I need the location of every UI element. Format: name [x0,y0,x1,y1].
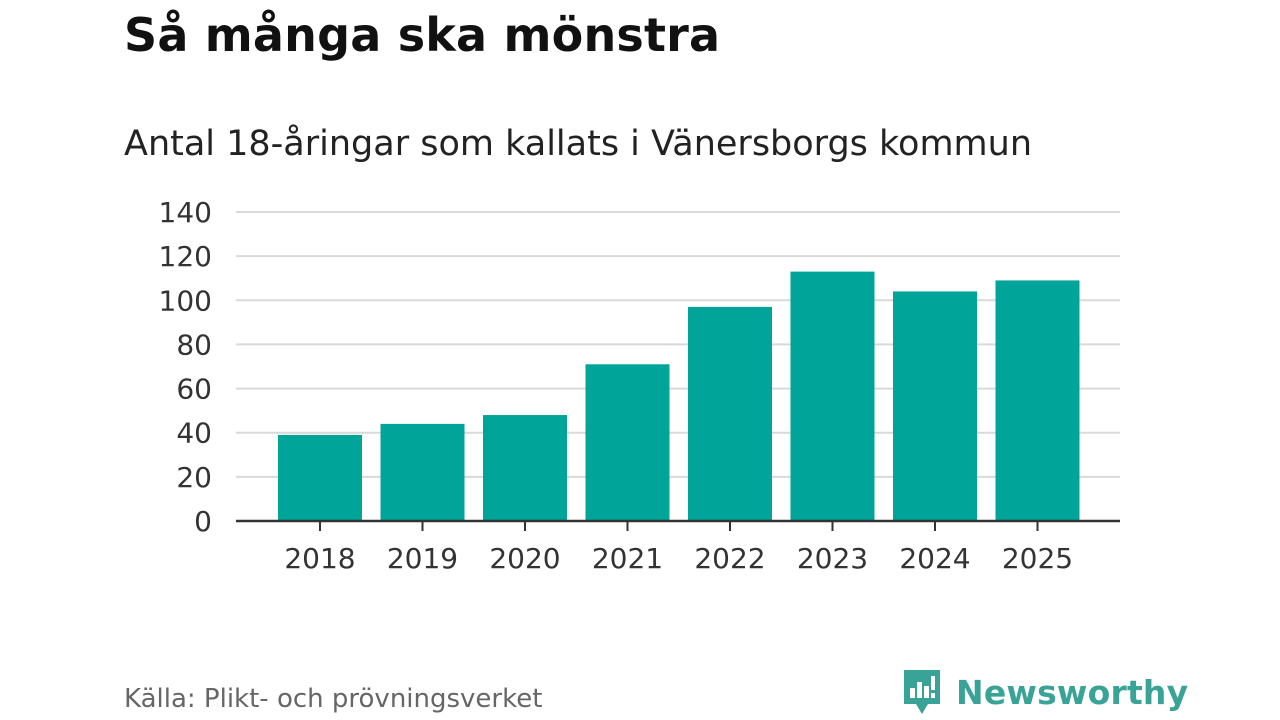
y-tick-label: 100 [159,284,212,317]
bar-2025 [995,280,1080,521]
y-tick-label: 120 [159,240,212,273]
x-tick-label: 2025 [1002,542,1073,575]
y-axis-ticks: 0 20 40 60 80 100 120 140 [159,196,212,538]
y-tick-label: 40 [176,417,212,450]
y-tick-label: 60 [176,373,212,406]
x-tick-label: 2018 [284,542,355,575]
bar-2022 [688,306,772,521]
y-tick-label: 80 [176,328,212,361]
x-tick-label: 2023 [797,542,868,575]
bar-2019 [380,423,465,521]
bar-2023 [790,271,875,521]
y-tick-label: 140 [159,196,212,229]
x-tick-label: 2021 [592,542,663,575]
brand-logo: Newsworthy [902,668,1188,716]
bar-2020 [483,415,567,521]
brand-name: Newsworthy [956,672,1189,712]
x-tick-label: 2020 [489,542,560,575]
bar-2024 [893,291,977,521]
x-tick-label: 2024 [899,542,970,575]
x-tick-label: 2022 [694,542,765,575]
source-note: Källa: Plikt- och prövningsverket [124,684,543,714]
x-tick-label: 2019 [387,542,458,575]
newsworthy-logo-icon [904,670,940,714]
y-tick-label: 0 [194,505,212,538]
bars [278,271,1080,521]
bar-2021 [585,364,670,521]
x-axis-ticks: 2018 2019 2020 2021 2022 2023 2024 2025 [236,519,1120,575]
bar-2018 [278,434,362,521]
chart-title: Så många ska mönstra [124,8,721,62]
gridlines [236,211,1120,478]
y-tick-label: 20 [176,461,212,494]
chart-subtitle: Antal 18-åringar som kallats i Vänersbor… [124,124,1033,164]
